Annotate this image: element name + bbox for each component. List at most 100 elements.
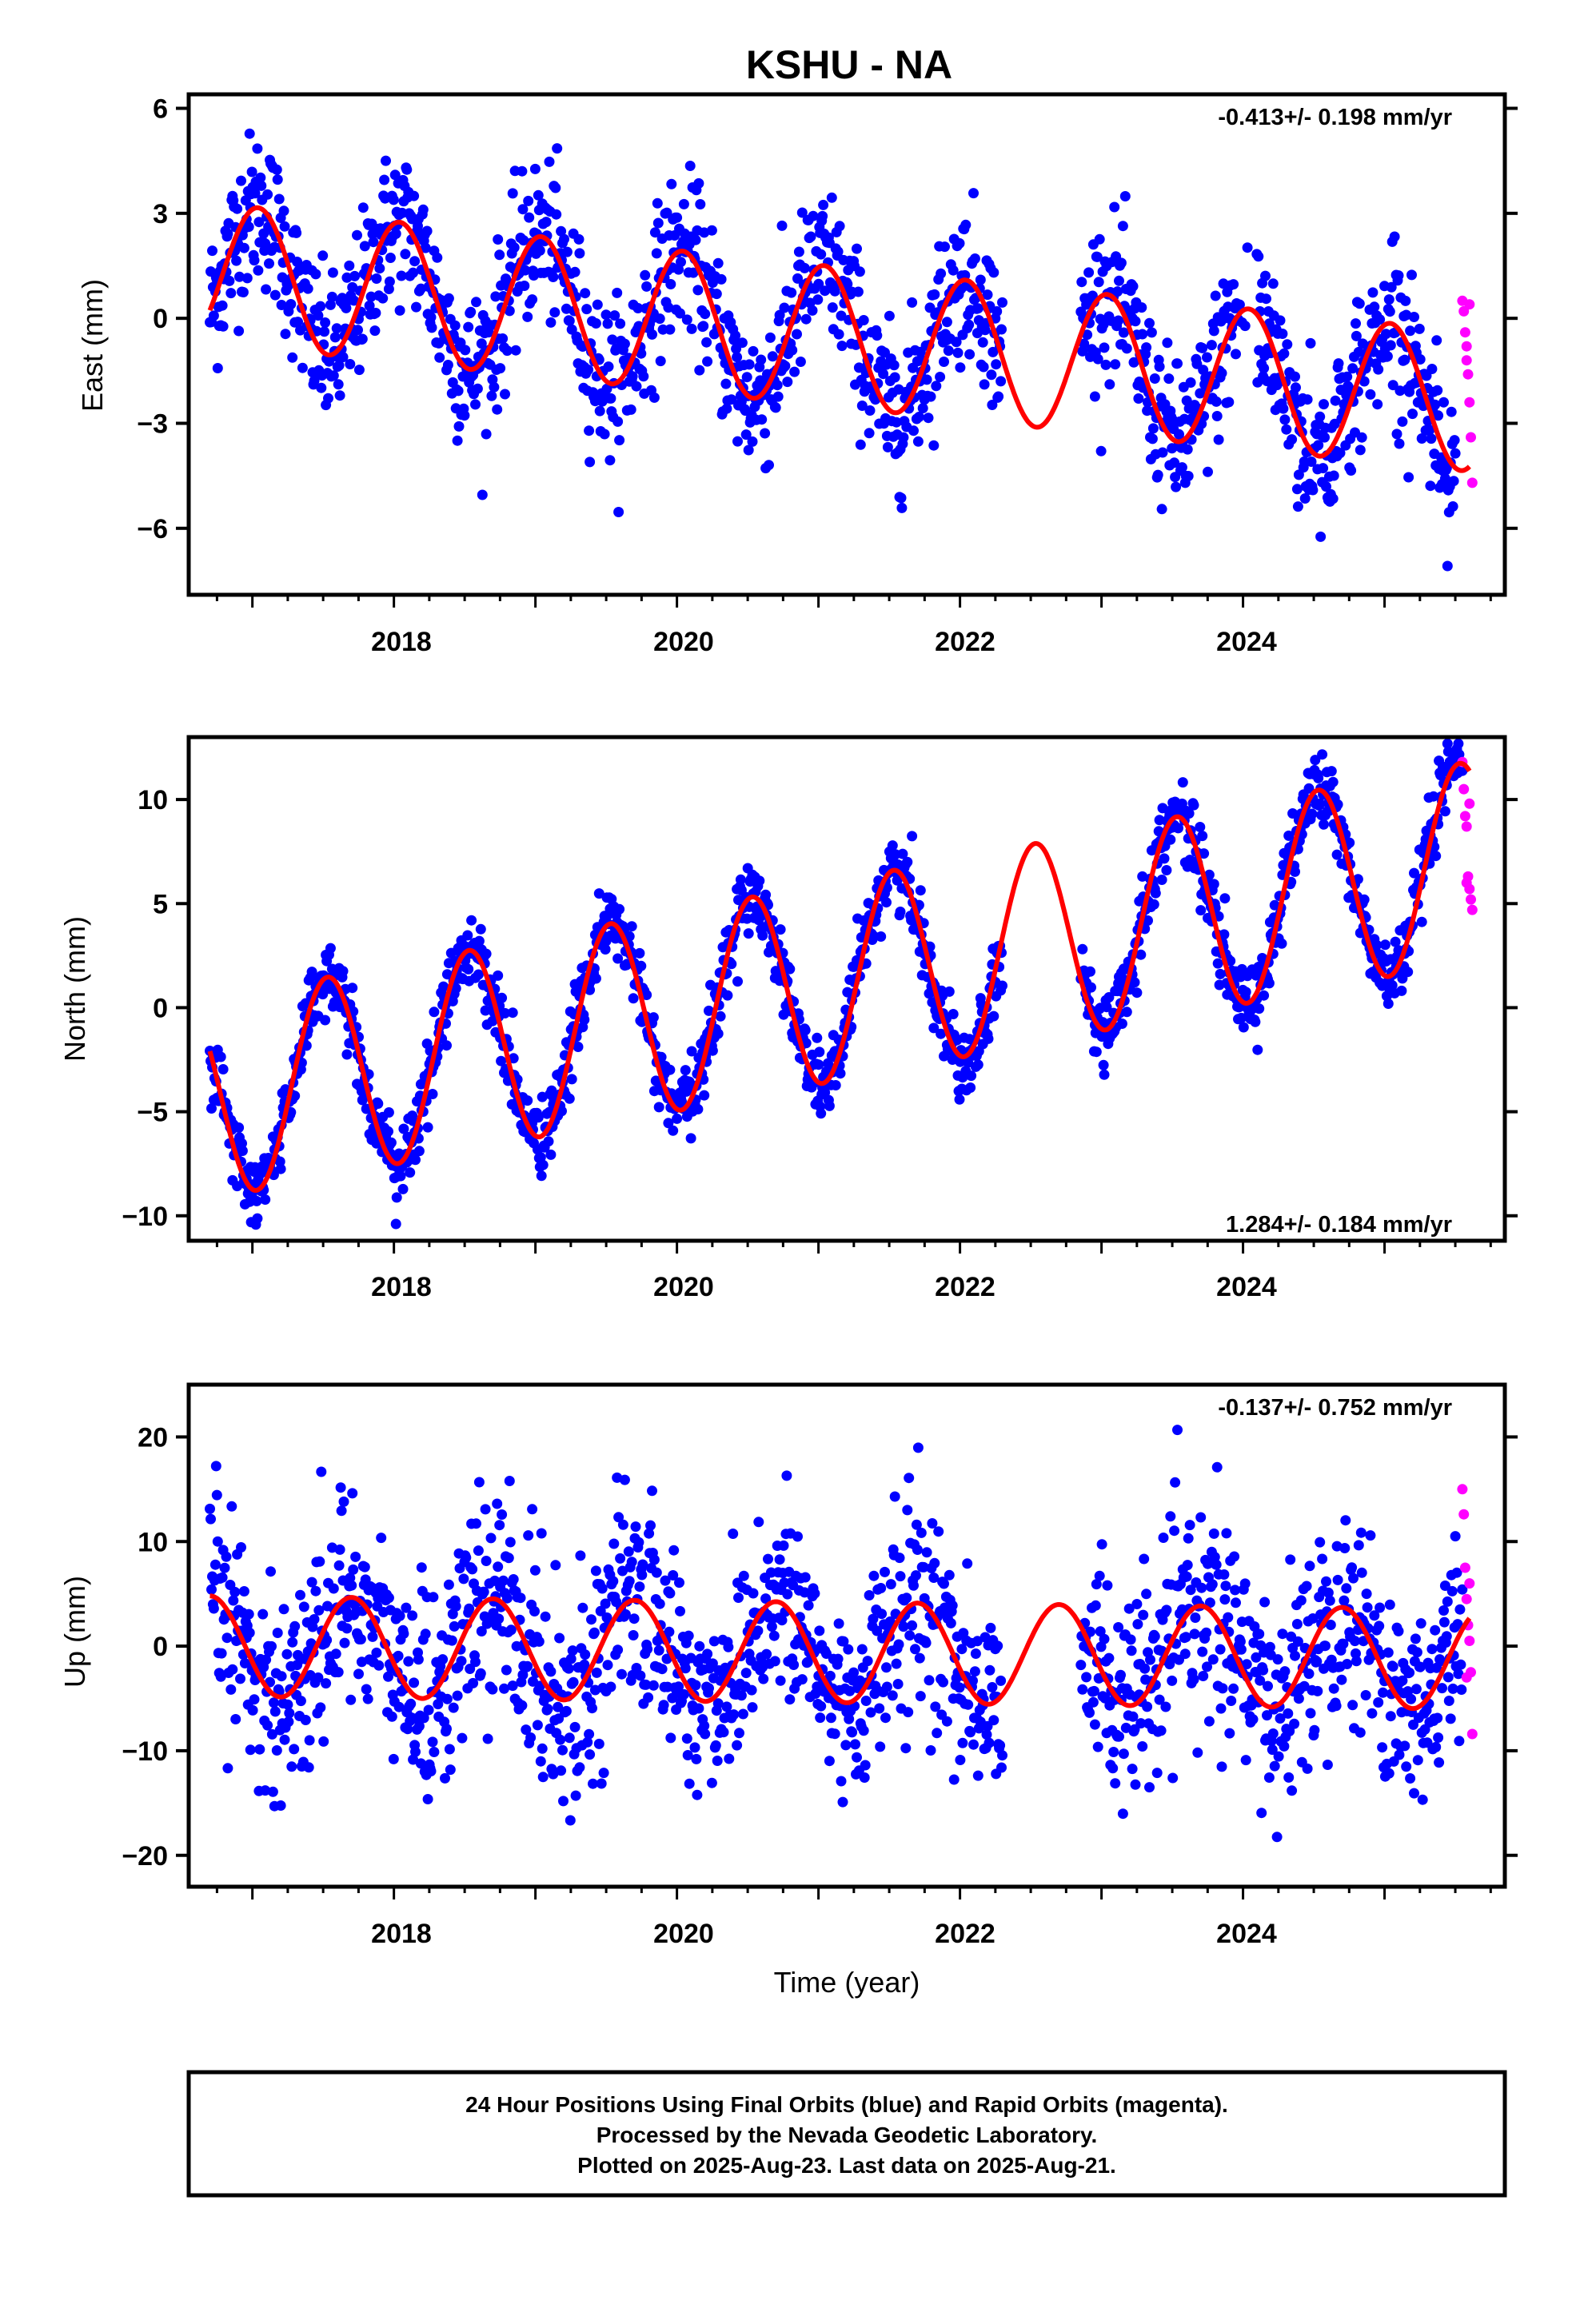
- east-final-point: [486, 390, 497, 401]
- up-final-point: [1430, 1741, 1442, 1752]
- up-final-point: [1387, 1661, 1398, 1672]
- north-final-point: [1150, 887, 1161, 899]
- north-final-point: [1331, 849, 1343, 860]
- east-final-point: [409, 190, 420, 201]
- east-final-point: [954, 237, 965, 249]
- east-final-point: [556, 225, 567, 237]
- up-final-point: [887, 1690, 898, 1701]
- up-final-point: [1355, 1527, 1367, 1538]
- east-final-point: [504, 305, 515, 317]
- north-final-point: [1327, 776, 1339, 787]
- up-final-point: [859, 1772, 870, 1783]
- north-final-point: [612, 953, 624, 964]
- east-final-point: [925, 391, 936, 402]
- east-final-point: [1183, 471, 1194, 481]
- east-rate-label: -0.413+/- 0.198 mm/yr: [1218, 105, 1452, 130]
- up-final-point: [473, 1477, 485, 1488]
- east-ytick-label: −6: [137, 514, 168, 544]
- east-final-point: [730, 330, 741, 341]
- east-final-point: [1403, 472, 1414, 483]
- east-final-point: [1346, 465, 1357, 476]
- north-final-point: [1177, 777, 1188, 788]
- up-final-point: [545, 1666, 557, 1677]
- up-final-point: [1201, 1627, 1212, 1638]
- east-final-point: [1387, 380, 1398, 391]
- east-final-point: [1278, 403, 1289, 414]
- up-final-point: [921, 1547, 932, 1558]
- footer-line-3: Plotted on 2025-Aug-23. Last data on 202…: [577, 2153, 1116, 2178]
- up-final-point: [674, 1577, 684, 1589]
- up-final-point: [608, 1576, 619, 1587]
- east-final-point: [993, 391, 1004, 402]
- east-final-point: [217, 300, 228, 311]
- north-rapid-points: [1457, 756, 1478, 915]
- east-final-point: [381, 155, 391, 166]
- up-final-point: [782, 1589, 793, 1600]
- north-final-point: [545, 1149, 557, 1160]
- up-final-point: [556, 1765, 567, 1776]
- east-final-point: [636, 348, 647, 359]
- east-final-point: [371, 273, 382, 284]
- up-final-point: [1114, 1731, 1124, 1742]
- up-final-point: [1293, 1693, 1304, 1704]
- north-final-point: [636, 960, 647, 971]
- up-final-point: [416, 1562, 427, 1573]
- up-final-point: [579, 1659, 590, 1670]
- up-final-point: [1107, 1763, 1119, 1774]
- up-final-point: [862, 1656, 873, 1667]
- north-final-point: [686, 1046, 697, 1057]
- north-final-point: [948, 1009, 959, 1019]
- up-final-point: [333, 1560, 345, 1571]
- north-final-point: [1131, 987, 1143, 999]
- east-rapid-points: [1457, 295, 1478, 488]
- up-final-point: [353, 1668, 364, 1680]
- east-final-point: [523, 195, 534, 206]
- east-final-point: [1093, 277, 1104, 288]
- east-frame: [186, 92, 1507, 597]
- up-final-point: [471, 1518, 481, 1529]
- up-final-point: [1375, 1602, 1386, 1613]
- north-final-point: [1159, 853, 1170, 864]
- east-final-point: [1100, 359, 1111, 370]
- up-final-point: [1340, 1515, 1351, 1526]
- east-final-point: [1313, 440, 1324, 451]
- north-final-point: [915, 885, 926, 896]
- east-final-point: [1275, 315, 1286, 326]
- up-final-point: [212, 1536, 223, 1547]
- up-xtick-2018: 2018: [371, 1919, 432, 1949]
- up-final-point: [525, 1732, 537, 1743]
- up-final-point: [605, 1681, 616, 1692]
- east-final-point: [807, 305, 818, 316]
- up-final-point: [775, 1675, 786, 1686]
- east-xticks: [215, 595, 1492, 608]
- up-final-point: [405, 1698, 417, 1709]
- north-final-point: [1416, 916, 1427, 927]
- east-final-point: [453, 421, 465, 432]
- east-final-point: [744, 359, 755, 370]
- east-final-point: [293, 317, 303, 328]
- up-final-point: [1302, 1763, 1313, 1774]
- up-final-point: [925, 1745, 936, 1756]
- north-points: [205, 738, 1468, 1230]
- up-final-point: [1226, 1696, 1237, 1706]
- up-final-point: [535, 1756, 546, 1767]
- east-final-point: [1149, 373, 1160, 384]
- up-rapid-point: [1459, 1562, 1470, 1573]
- up-final-point: [1103, 1652, 1115, 1664]
- up-final-point: [211, 1489, 222, 1501]
- east-final-point: [353, 325, 363, 336]
- east-final-point: [604, 455, 616, 466]
- east-final-point: [638, 371, 649, 382]
- east-final-point: [1118, 327, 1129, 338]
- up-final-point: [1279, 1666, 1291, 1677]
- up-rapid-point: [1458, 1509, 1470, 1520]
- north-xtick-2020: 2020: [653, 1272, 714, 1302]
- up-final-point: [645, 1520, 656, 1531]
- east-final-point: [676, 257, 686, 268]
- east-final-point: [991, 306, 1003, 317]
- up-final-point: [1258, 1664, 1269, 1676]
- up-final-point: [585, 1749, 596, 1760]
- north-final-point: [1359, 894, 1370, 905]
- up-final-point: [932, 1728, 943, 1739]
- east-final-point: [256, 180, 267, 191]
